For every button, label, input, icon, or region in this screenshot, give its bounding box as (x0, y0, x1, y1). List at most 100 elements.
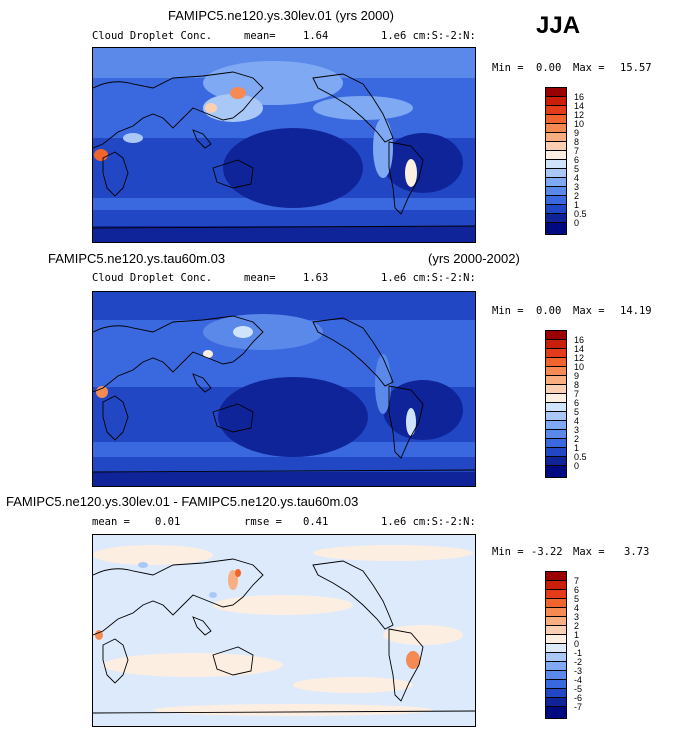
panel-2-title-right: (yrs 2000-2002) (428, 251, 520, 266)
colorbar-label: 0.5 (574, 452, 587, 462)
panel-2-min-label: Min = (492, 305, 524, 317)
colorbar-label: 6 (574, 155, 580, 165)
colorbar-swatch (545, 187, 567, 196)
colorbar-swatch (545, 169, 567, 178)
colorbar-label: 16 (574, 92, 585, 102)
colorbar-label: -3 (574, 666, 583, 676)
colorbar-swatch (545, 581, 567, 590)
colorbar-label: 1 (574, 443, 580, 453)
panel-1-mean-value: 1.64 (303, 30, 329, 42)
colorbar-swatch (545, 124, 567, 133)
colorbar-swatch (545, 662, 567, 671)
colorbar-swatch (545, 644, 567, 653)
panel-2-max-value: 14.19 (620, 305, 652, 317)
colorbar-swatch (545, 178, 567, 187)
colorbar-label: -5 (574, 684, 583, 694)
colorbar-swatch (545, 196, 567, 205)
colorbar-swatch (545, 151, 567, 160)
colorbar-label: 1 (574, 630, 580, 640)
colorbar-label: 9 (574, 128, 580, 138)
colorbar-label: 10 (574, 362, 585, 372)
colorbar-swatch (545, 635, 567, 644)
colorbar-swatch (545, 349, 567, 358)
colorbar-label: 2 (574, 434, 580, 444)
panel-3-rmse-value: 0.41 (303, 516, 329, 528)
panel-1-units: 1.e6 cm:S:-2:N: (381, 30, 476, 42)
colorbar-swatch (545, 448, 567, 457)
colorbar-label: 0 (574, 461, 580, 471)
colorbar-label: 14 (574, 101, 585, 111)
panel-3-mean-value: 0.01 (155, 516, 181, 528)
panel-3-map (92, 534, 476, 727)
colorbar-swatch (545, 340, 567, 349)
panel-3-title: FAMIPC5.ne120.ys.30lev.01 - FAMIPC5.ne12… (6, 494, 359, 509)
colorbar-label: 3 (574, 182, 580, 192)
colorbar-label: -4 (574, 675, 583, 685)
panel-3-min-value: -3.22 (531, 546, 563, 558)
colorbar-swatch (545, 330, 567, 340)
colorbar-swatch (545, 133, 567, 142)
panel-2-min-value: 0.00 (536, 305, 562, 317)
colorbar-swatch (545, 367, 567, 376)
colorbar-label: -7 (574, 702, 583, 712)
colorbar-label: 6 (574, 585, 580, 595)
colorbar-label: 2 (574, 621, 580, 631)
panel-3-max-value: 3.73 (624, 546, 650, 558)
colorbar-swatch (545, 707, 567, 719)
colorbar-label: 3 (574, 425, 580, 435)
colorbar-swatch (545, 403, 567, 412)
panel-3-min-label: Min = (492, 546, 524, 558)
panel-3-rmse-label: rmse = (244, 516, 282, 528)
panel-1-max-label: Max = (573, 62, 605, 74)
colorbar-swatch (545, 223, 567, 235)
colorbar-label: -6 (574, 693, 583, 703)
colorbar-swatch (545, 590, 567, 599)
colorbar-label: 6 (574, 398, 580, 408)
colorbar-swatch (545, 698, 567, 707)
colorbar-swatch (545, 608, 567, 617)
colorbar-label: 7 (574, 389, 580, 399)
colorbar-swatch (545, 466, 567, 478)
colorbar-label: 5 (574, 407, 580, 417)
colorbar-label: 0 (574, 218, 580, 228)
panel-2-mean-value: 1.63 (303, 272, 329, 284)
colorbar-swatch (545, 106, 567, 115)
colorbar-swatch (545, 617, 567, 626)
colorbar-swatch (545, 689, 567, 698)
colorbar-label: 0.5 (574, 209, 587, 219)
panel-2-map (92, 291, 476, 487)
colorbar-swatch (545, 358, 567, 367)
panel-2-max-label: Max = (573, 305, 605, 317)
colorbar-swatch (545, 439, 567, 448)
colorbar-swatch (545, 97, 567, 106)
colorbar-swatch (545, 412, 567, 421)
colorbar-label: 9 (574, 371, 580, 381)
colorbar-label: 7 (574, 146, 580, 156)
colorbar-label: 5 (574, 164, 580, 174)
panel-1-min-label: Min = (492, 62, 524, 74)
panel-1-variable: Cloud Droplet Conc. (92, 30, 213, 42)
colorbar-label: 4 (574, 173, 580, 183)
panel-1-title: FAMIPC5.ne120.ys.30lev.01 (yrs 2000) (168, 8, 394, 23)
colorbar-label: 1 (574, 200, 580, 210)
colorbar-label: 4 (574, 416, 580, 426)
colorbar-label: 7 (574, 576, 580, 586)
colorbar-label: 10 (574, 119, 585, 129)
colorbar-label: -1 (574, 648, 583, 658)
colorbar-label: 12 (574, 110, 585, 120)
colorbar-swatch (545, 115, 567, 124)
colorbar-label: 5 (574, 594, 580, 604)
colorbar-swatch (545, 599, 567, 608)
panel-2-mean-label: mean= (244, 272, 276, 284)
panel-3-units: 1.e6 cm:S:-2:N: (381, 516, 476, 528)
panel-1-mean-label: mean= (244, 30, 276, 42)
colorbar-swatch (545, 671, 567, 680)
colorbar-swatch (545, 457, 567, 466)
colorbar-swatch (545, 214, 567, 223)
season-label: JJA (536, 12, 581, 39)
panel-3-max-label: Max = (573, 546, 605, 558)
colorbar-label: 14 (574, 344, 585, 354)
colorbar-swatch (545, 87, 567, 97)
panel-2-variable: Cloud Droplet Conc. (92, 272, 213, 284)
colorbar-swatch (545, 571, 567, 581)
